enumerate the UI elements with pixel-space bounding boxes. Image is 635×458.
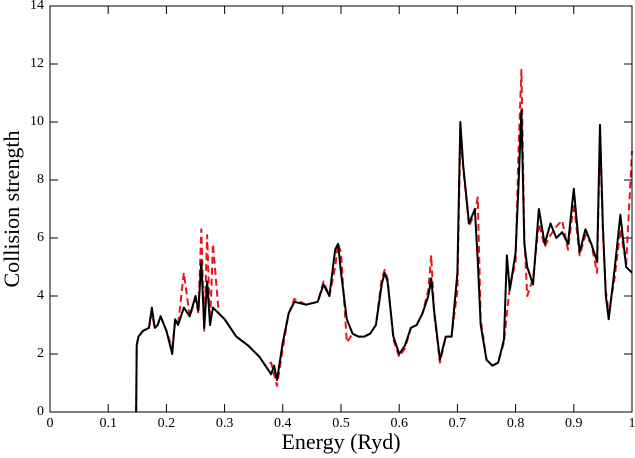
- y-tick-label: 12: [30, 56, 44, 71]
- x-tick-label: 0.4: [274, 416, 292, 431]
- x-tick-label: 0.8: [507, 416, 525, 431]
- y-axis-title: Collision strength: [0, 130, 24, 287]
- x-tick-label: 0.7: [449, 416, 467, 431]
- x-tick-label: 0.2: [158, 416, 176, 431]
- plot-frame: [49, 5, 633, 413]
- y-tick-label: 8: [37, 172, 44, 187]
- y-tick-label: 6: [37, 230, 44, 245]
- y-tick-label: 2: [37, 346, 44, 361]
- y-tick-label: 14: [30, 0, 44, 13]
- x-tick-label: 1: [629, 416, 635, 431]
- x-tick-label: 0.3: [216, 416, 234, 431]
- y-tick-label: 10: [30, 114, 44, 129]
- x-tick-label: 0.1: [99, 416, 117, 431]
- x-tick-label: 0.5: [332, 416, 350, 431]
- x-tick-label: 0.6: [390, 416, 408, 431]
- x-axis-title: Energy (Ryd): [281, 429, 400, 454]
- y-tick-label: 4: [37, 288, 44, 303]
- x-tick-label: 0.9: [565, 416, 583, 431]
- series-line: [135, 68, 633, 413]
- y-tick-label: 0: [37, 404, 44, 419]
- series-line: [135, 109, 633, 413]
- x-tick-label: 0: [47, 416, 54, 431]
